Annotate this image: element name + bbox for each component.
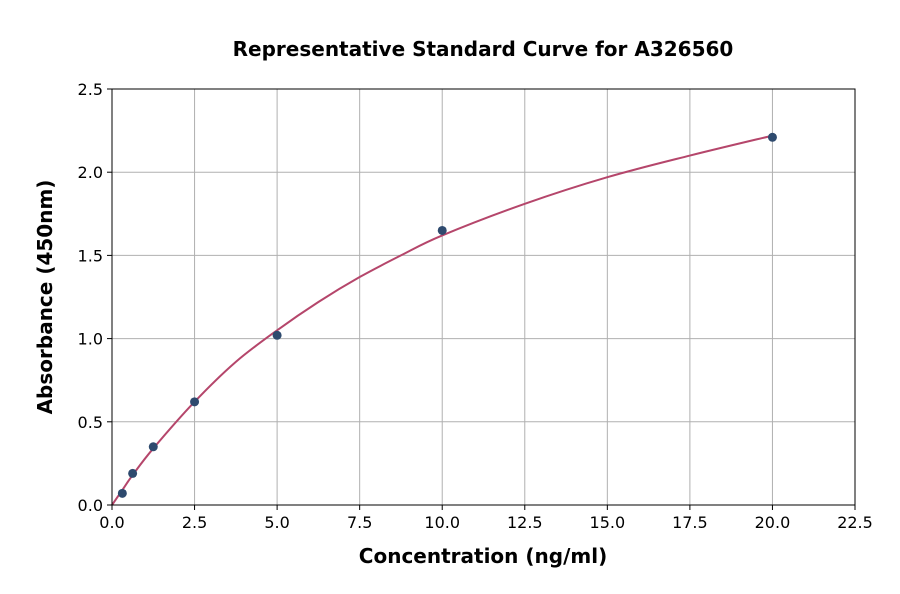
x-tick-label: 0.0: [99, 513, 124, 532]
fit-curve-layer: [111, 134, 773, 506]
x-tick-label: 15.0: [590, 513, 626, 532]
x-tick-label: 7.5: [347, 513, 372, 532]
data-point: [117, 488, 127, 498]
y-tick-label: 0.5: [78, 413, 103, 432]
y-tick-label: 1.0: [78, 330, 103, 349]
plot-frame: [111, 88, 856, 506]
grid-lines: [111, 88, 856, 506]
chart-title: Representative Standard Curve for A32656…: [233, 37, 734, 61]
y-tick-label: 1.5: [78, 246, 103, 265]
data-point: [272, 330, 282, 340]
x-tick-label: 10.0: [424, 513, 460, 532]
x-axis-label: Concentration (ng/ml): [359, 544, 607, 568]
data-point: [767, 132, 777, 142]
x-tick-label: 5.0: [264, 513, 289, 532]
x-tick-label: 17.5: [672, 513, 708, 532]
y-axis-label: Absorbance (450nm): [33, 180, 57, 415]
y-tick-label: 2.0: [78, 163, 103, 182]
axis-ticks: 0.0 2.5 5.0 7.5 10.0 12.5 15.0 17.5 20.0 22.5 0.0 0…: [78, 80, 873, 532]
data-point: [148, 442, 158, 452]
data-point: [128, 468, 138, 478]
fit-curve: [111, 134, 773, 506]
y-tick-label: 2.5: [78, 80, 103, 99]
data-point: [437, 225, 447, 235]
x-tick-label: 20.0: [755, 513, 791, 532]
y-tick-label: 0.0: [78, 496, 103, 515]
x-tick-label: 12.5: [507, 513, 543, 532]
x-tick-label: 22.5: [837, 513, 873, 532]
data-point: [190, 397, 200, 407]
data-points-layer: [117, 132, 777, 498]
x-tick-label: 2.5: [182, 513, 207, 532]
